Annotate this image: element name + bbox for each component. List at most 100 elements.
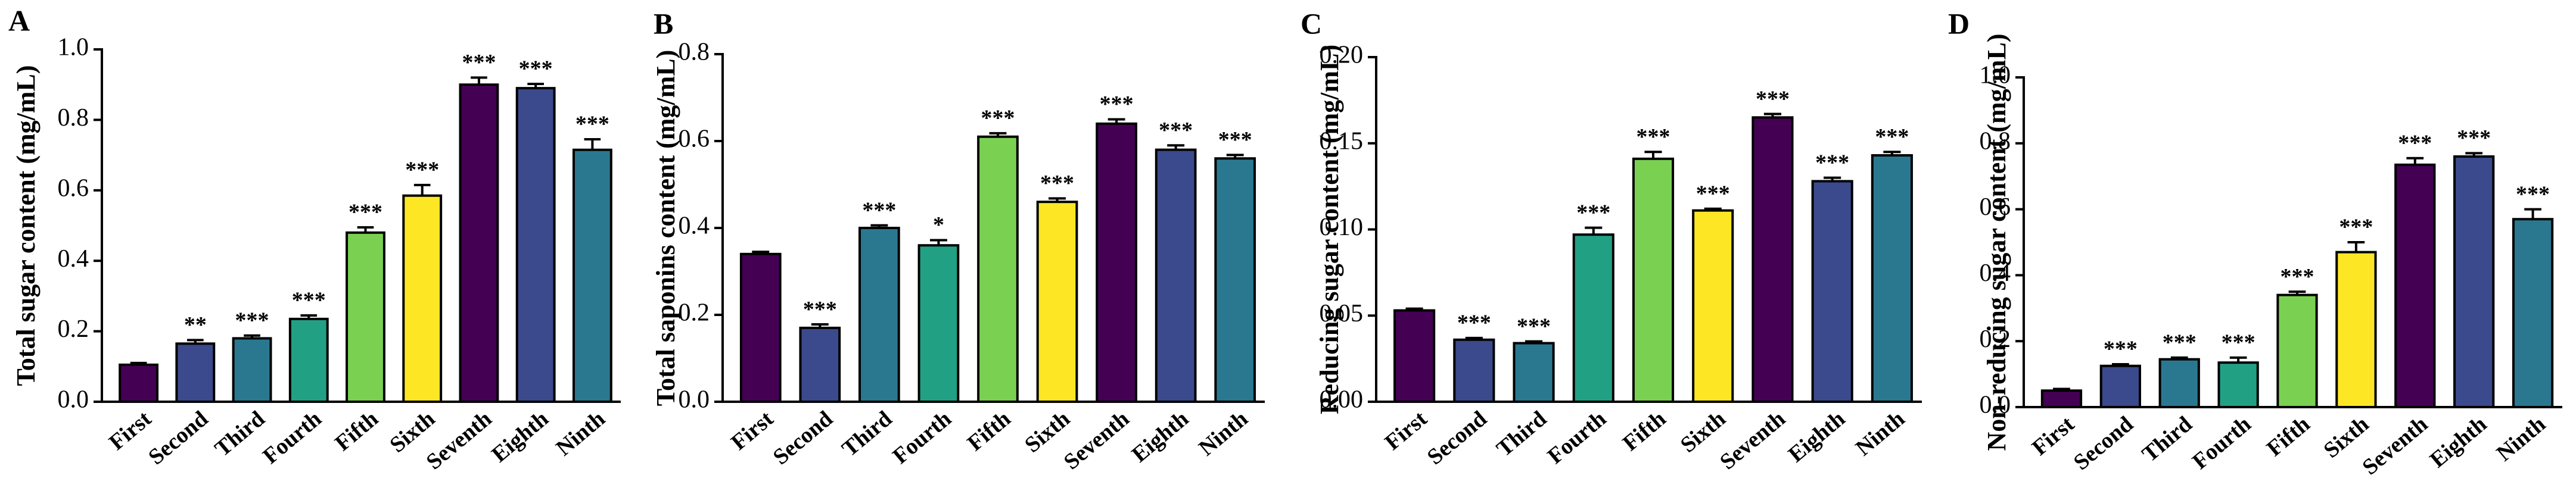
y-tick-label: 0.2 <box>679 299 710 327</box>
bar <box>1096 122 1137 404</box>
error-bar <box>584 137 601 150</box>
significance: *** <box>2222 330 2255 355</box>
bar <box>2099 364 2141 408</box>
y-tick-label: 0.8 <box>58 104 89 132</box>
panel-label: D <box>1948 7 1970 40</box>
bar <box>459 83 499 403</box>
significance: *** <box>2104 337 2138 362</box>
significance: *** <box>292 288 326 313</box>
error-bar <box>929 239 947 246</box>
y-axis-title: Reducing sugar content (mg/mL) <box>1315 45 1344 414</box>
x-tick-label: Third <box>837 406 897 461</box>
bar <box>2512 218 2554 408</box>
significance: *** <box>1576 200 1610 225</box>
bar <box>175 342 216 404</box>
bar <box>1632 157 1675 403</box>
error-bar <box>300 314 318 319</box>
x-tick-label: Ninth <box>552 406 610 461</box>
error-bar <box>2229 356 2247 363</box>
bar <box>2335 251 2377 408</box>
y-tick-label: 1.0 <box>58 34 89 61</box>
error-bar <box>870 224 888 228</box>
error-bar <box>413 183 431 196</box>
error-bar <box>1883 151 1901 156</box>
error-bar <box>357 226 374 233</box>
bar <box>858 227 900 403</box>
x-tick-label: Seventh <box>1059 406 1134 474</box>
x-tick-label: Fourth <box>888 406 956 468</box>
y-tick-label: 0.8 <box>679 39 710 66</box>
bar <box>2453 155 2495 408</box>
error-bar <box>1107 118 1125 124</box>
y-tick-label: 0.0 <box>679 386 710 414</box>
x-tick-label: Ninth <box>2492 411 2550 466</box>
error-bar <box>752 251 770 254</box>
panel-label: B <box>654 7 673 40</box>
error-bar <box>989 132 1007 137</box>
error-bar <box>1226 154 1244 159</box>
bar <box>1513 342 1555 404</box>
error-bar <box>1824 176 1841 182</box>
x-tick-label: Second <box>2069 411 2138 475</box>
x-tick-label: Fourth <box>2188 411 2255 474</box>
y-axis-title: Non-reducing sugar content (mg/mL) <box>1982 33 2011 451</box>
y-tick-label: 0.8 <box>1980 127 2011 155</box>
x-tick-label: First <box>726 406 778 455</box>
x-tick-label: Seventh <box>1715 406 1790 474</box>
error-bar <box>2288 290 2306 295</box>
panel-label: A <box>8 4 30 37</box>
significance: *** <box>519 57 553 82</box>
error-bar <box>811 323 829 328</box>
y-tick-label: 0.20 <box>1320 42 1364 69</box>
x-tick-label: Second <box>1423 406 1492 470</box>
x-tick-label: Second <box>769 406 838 470</box>
x-tick-label: Eighth <box>487 406 553 467</box>
error-bar <box>1167 144 1185 150</box>
error-bar <box>2524 208 2541 220</box>
bar <box>1453 338 1495 404</box>
x-tick-label: Eighth <box>1127 406 1193 467</box>
error-bar <box>187 339 204 344</box>
significance: *** <box>1637 124 1670 149</box>
y-tick-label: 0.00 <box>1320 386 1364 414</box>
significance: ** <box>184 312 207 337</box>
x-tick-label: Fourth <box>1543 406 1611 468</box>
significance: * <box>933 212 944 237</box>
y-tick-label: 1.0 <box>1980 62 2011 89</box>
significance: *** <box>803 297 837 322</box>
error-bar <box>1405 307 1423 311</box>
y-tick-label: 0.2 <box>58 315 89 343</box>
significance: *** <box>1696 181 1730 206</box>
panel: 0.00.20.40.60.81.0First***Second***Third… <box>1948 7 2562 480</box>
significance: *** <box>862 198 896 223</box>
significance: *** <box>2516 182 2550 207</box>
error-bar <box>2170 356 2188 359</box>
error-bar <box>130 361 147 365</box>
significance: *** <box>349 200 382 225</box>
error-bar <box>1585 226 1603 235</box>
bar <box>2040 389 2083 408</box>
significance: *** <box>1457 311 1491 336</box>
x-tick-label: Fourth <box>258 406 326 468</box>
bar <box>346 231 385 403</box>
bar <box>1751 116 1794 403</box>
bar <box>2276 293 2318 409</box>
error-bar <box>1465 336 1483 340</box>
error-bar <box>2111 362 2129 366</box>
x-tick-label: Ninth <box>1194 406 1252 461</box>
bar <box>1871 154 1913 403</box>
bar <box>799 326 841 404</box>
error-bar <box>1049 197 1066 202</box>
significance: *** <box>1815 150 1849 175</box>
error-bar <box>471 76 487 85</box>
y-tick-label: 0.05 <box>1320 300 1364 327</box>
significance: *** <box>575 112 609 137</box>
y-tick-label: 0.0 <box>58 386 89 414</box>
x-tick-label: Ninth <box>1851 406 1909 461</box>
bar <box>977 135 1019 403</box>
bar <box>1155 148 1197 403</box>
x-tick-label: Fifth <box>330 406 382 456</box>
y-tick-label: 0.15 <box>1320 127 1364 155</box>
significance: *** <box>1218 127 1252 152</box>
panel-label: C <box>1301 7 1322 40</box>
